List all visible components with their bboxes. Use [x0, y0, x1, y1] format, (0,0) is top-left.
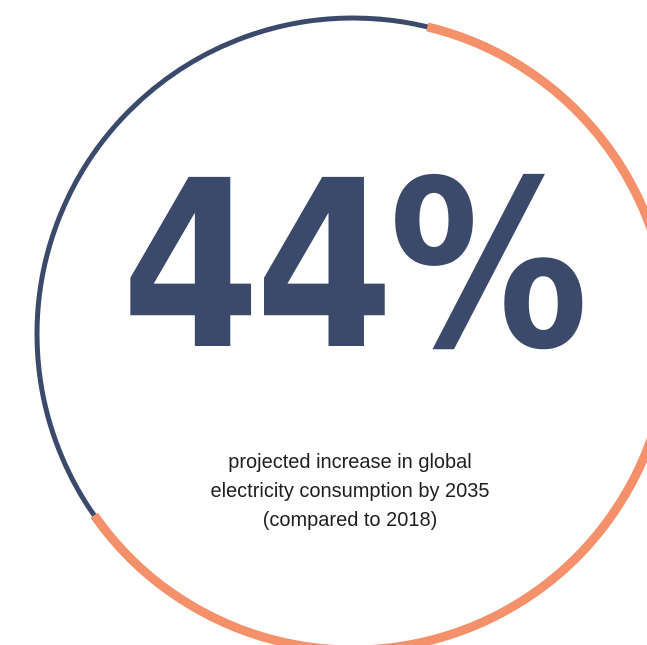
- stat-value-text: 44%: [121, 131, 588, 401]
- caption-line-3: (compared to 2018): [262, 509, 438, 531]
- ring-base-arc: [34, 15, 647, 645]
- stat-caption: projected increase in global electricity…: [140, 448, 560, 535]
- stat-value: 44%: [49, 150, 605, 382]
- ring-accent-arc: [90, 22, 647, 645]
- caption-line-1: projected increase in global: [228, 451, 472, 473]
- caption-line-2: electricity consumption by 2035: [210, 480, 490, 502]
